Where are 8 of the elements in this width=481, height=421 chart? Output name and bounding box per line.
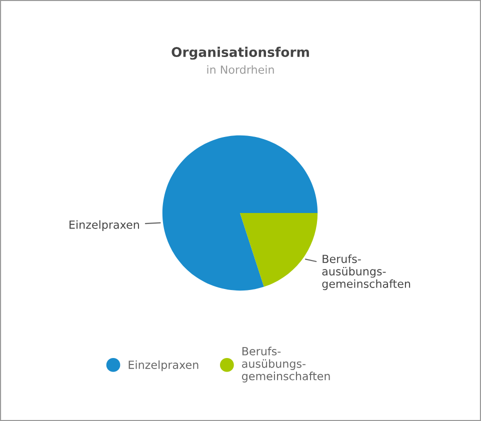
pie-slice [162,135,318,291]
slice-label: Einzelpraxen [70,220,139,232]
legend-label: Einzelpraxen [128,360,198,372]
pie-slice [240,213,318,287]
slice-label: Berufs-ausübungs-gemeinschaften [322,254,410,290]
legend-label: Berufs-ausübungs-gemeinschaften [242,346,330,382]
chart-title: Organisationsform [172,46,309,60]
chart-subtitle: in Nordrhein [207,65,274,74]
